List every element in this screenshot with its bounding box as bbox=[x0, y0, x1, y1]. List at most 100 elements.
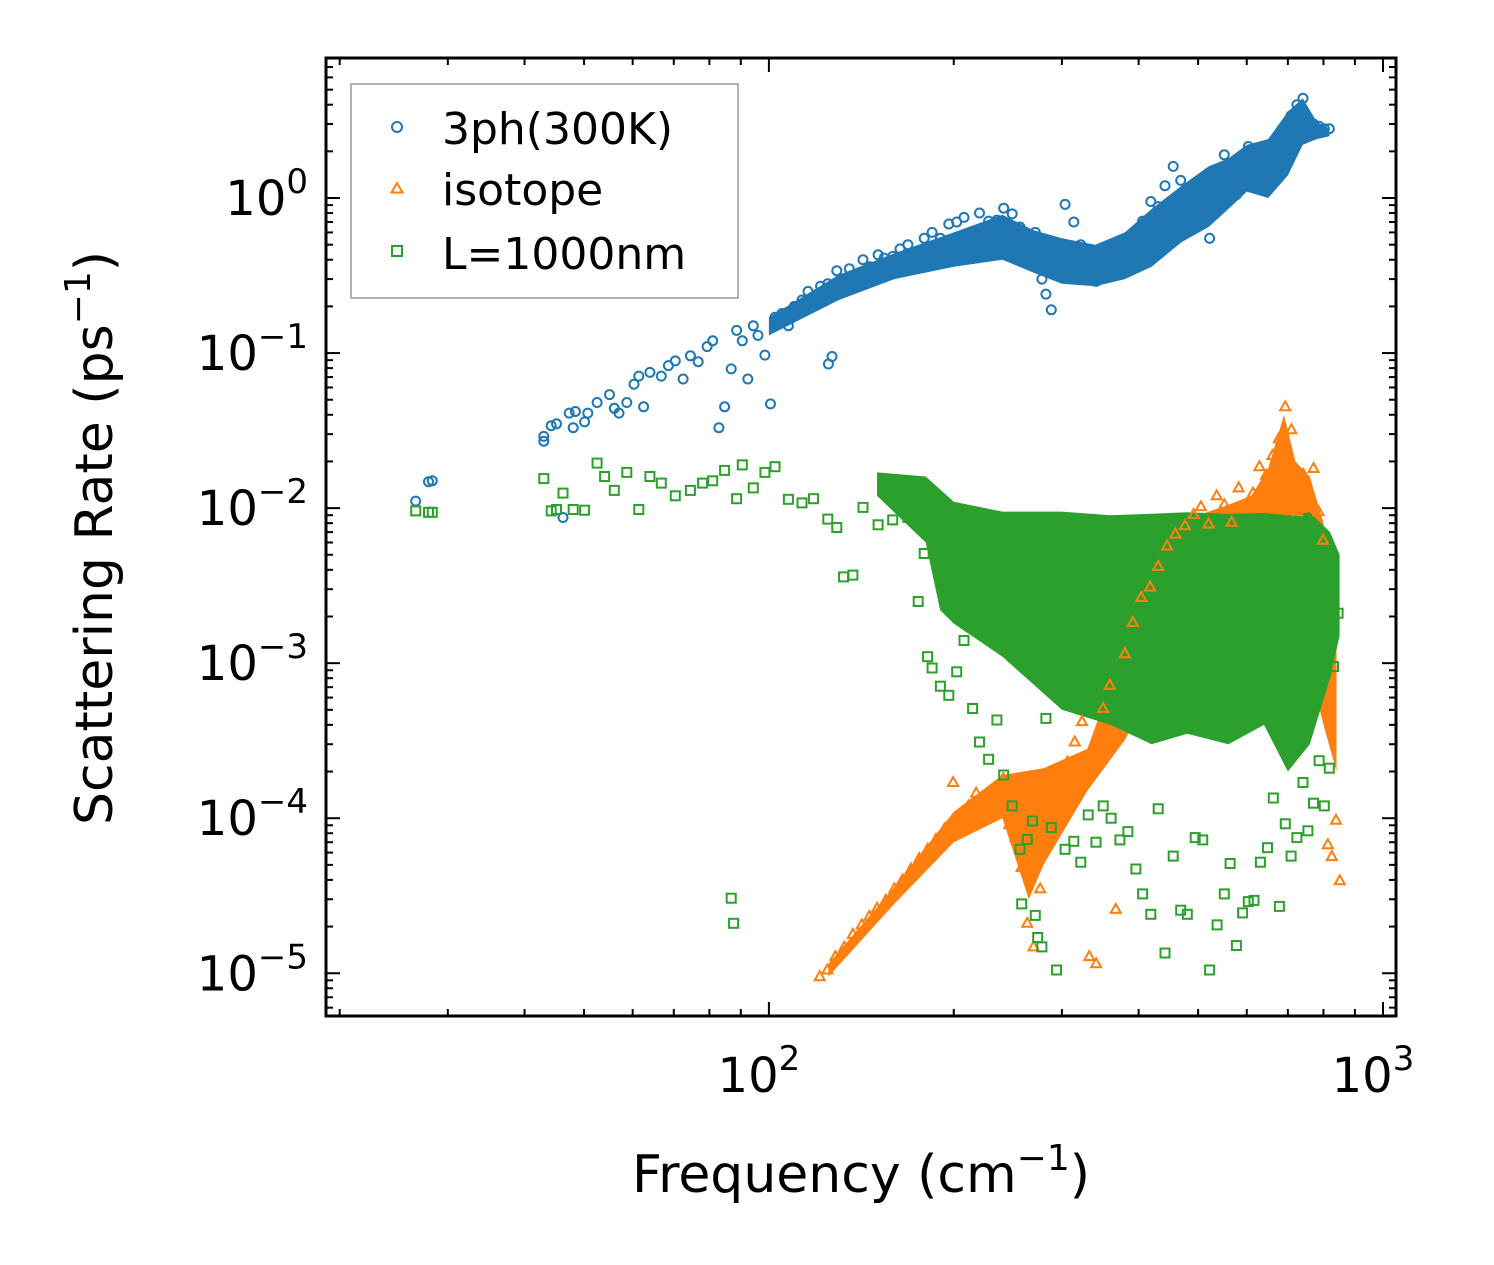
point-isotope bbox=[1311, 504, 1326, 517]
point-3ph bbox=[926, 226, 938, 238]
y-tick-label: 10−5 bbox=[197, 937, 308, 1002]
point-3ph bbox=[1267, 139, 1279, 151]
point-boundary bbox=[1152, 803, 1164, 815]
point-3ph bbox=[557, 512, 569, 523]
point-3ph bbox=[1218, 149, 1230, 161]
legend-label-isotope: isotope bbox=[442, 165, 603, 216]
point-3ph bbox=[604, 389, 615, 401]
point-isotope bbox=[870, 900, 884, 913]
point-boundary bbox=[1137, 888, 1149, 900]
point-isotope bbox=[1296, 466, 1310, 479]
point-3ph bbox=[569, 406, 581, 417]
point-3ph bbox=[1254, 160, 1266, 172]
point-isotope bbox=[1068, 734, 1082, 747]
point-3ph bbox=[591, 397, 603, 408]
point-boundary bbox=[1248, 894, 1260, 906]
point-isotope bbox=[1178, 518, 1192, 531]
point-isotope bbox=[1082, 949, 1096, 962]
point-3ph bbox=[838, 273, 850, 285]
point-isotope bbox=[1134, 589, 1148, 602]
plot-frame bbox=[324, 56, 1398, 1018]
tick-labels: 102 103 100 10−1 10−2 10−3 10−4 10−5 bbox=[197, 162, 1415, 1104]
point-isotope bbox=[1096, 700, 1110, 713]
point-3ph bbox=[1197, 203, 1209, 215]
point-isotope bbox=[1151, 558, 1165, 571]
point-boundary bbox=[1006, 800, 1018, 812]
point-3ph bbox=[1036, 273, 1048, 285]
point-isotope bbox=[1316, 532, 1330, 545]
point-3ph bbox=[1189, 180, 1201, 192]
point-3ph bbox=[1014, 221, 1026, 233]
point-boundary bbox=[822, 513, 834, 525]
point-boundary bbox=[1262, 842, 1273, 854]
point-3ph bbox=[719, 401, 731, 413]
point-3ph bbox=[1152, 201, 1164, 213]
point-boundary bbox=[1204, 964, 1216, 976]
point-3ph bbox=[1323, 123, 1335, 135]
point-boundary bbox=[887, 514, 899, 526]
point-boundary bbox=[1075, 856, 1087, 868]
point-3ph bbox=[1097, 263, 1109, 275]
point-3ph bbox=[851, 269, 863, 281]
point-3ph bbox=[638, 401, 650, 413]
point-3ph bbox=[742, 373, 754, 385]
data-markers bbox=[410, 92, 1347, 982]
point-3ph bbox=[815, 280, 827, 292]
point-isotope bbox=[1060, 754, 1075, 767]
y-axis-label: Scattering Rate (ps−1) bbox=[58, 251, 125, 825]
point-3ph bbox=[1285, 110, 1297, 122]
point-3ph bbox=[1021, 239, 1033, 251]
point-boundary bbox=[1159, 947, 1171, 959]
point-boundary bbox=[912, 596, 924, 607]
point-3ph bbox=[644, 366, 656, 378]
point-3ph bbox=[1224, 160, 1236, 172]
point-isotope bbox=[1325, 849, 1339, 862]
point-3ph bbox=[1051, 247, 1063, 259]
point-boundary bbox=[697, 477, 709, 489]
point-boundary bbox=[1167, 850, 1179, 862]
point-isotope bbox=[1306, 460, 1321, 473]
point-3ph bbox=[551, 418, 562, 430]
point-boundary bbox=[633, 504, 645, 515]
point-isotope bbox=[983, 807, 997, 820]
point-3ph bbox=[1145, 196, 1157, 207]
point-boundary bbox=[926, 662, 938, 674]
point-3ph bbox=[1181, 189, 1193, 201]
point-3ph bbox=[1175, 174, 1187, 186]
point-isotope bbox=[1231, 480, 1246, 493]
point-isotope bbox=[1302, 483, 1316, 496]
point-3ph bbox=[1211, 177, 1223, 189]
point-boundary bbox=[1082, 809, 1094, 821]
point-isotope bbox=[820, 962, 834, 975]
point-isotope bbox=[828, 949, 843, 962]
point-3ph bbox=[1237, 167, 1249, 179]
point-3ph bbox=[991, 214, 1003, 226]
point-3ph bbox=[633, 370, 645, 382]
point-isotope bbox=[862, 909, 876, 922]
point-boundary bbox=[410, 505, 422, 517]
point-isotope bbox=[1194, 499, 1208, 512]
point-3ph bbox=[958, 211, 970, 223]
point-3ph bbox=[802, 285, 814, 297]
point-3ph bbox=[1297, 92, 1309, 104]
point-boundary bbox=[1273, 900, 1285, 912]
point-boundary bbox=[1027, 815, 1038, 827]
point-isotope bbox=[969, 785, 983, 798]
point-boundary bbox=[847, 569, 859, 581]
point-isotope bbox=[961, 798, 976, 811]
point-boundary bbox=[1016, 898, 1028, 910]
point-boundary bbox=[1097, 800, 1109, 812]
point-boundary bbox=[1318, 800, 1330, 812]
point-boundary bbox=[1021, 833, 1033, 845]
point-3ph bbox=[677, 373, 689, 385]
point-3ph bbox=[563, 407, 575, 419]
point-boundary bbox=[1218, 888, 1230, 900]
point-3ph bbox=[426, 475, 438, 487]
point-boundary bbox=[1014, 843, 1026, 855]
point-isotope bbox=[837, 939, 851, 952]
point-3ph bbox=[1059, 198, 1071, 210]
point-isotope bbox=[1265, 448, 1280, 461]
dense-band-layer bbox=[768, 98, 1340, 977]
point-boundary bbox=[796, 497, 808, 509]
legend-marker-isotope bbox=[389, 181, 405, 194]
